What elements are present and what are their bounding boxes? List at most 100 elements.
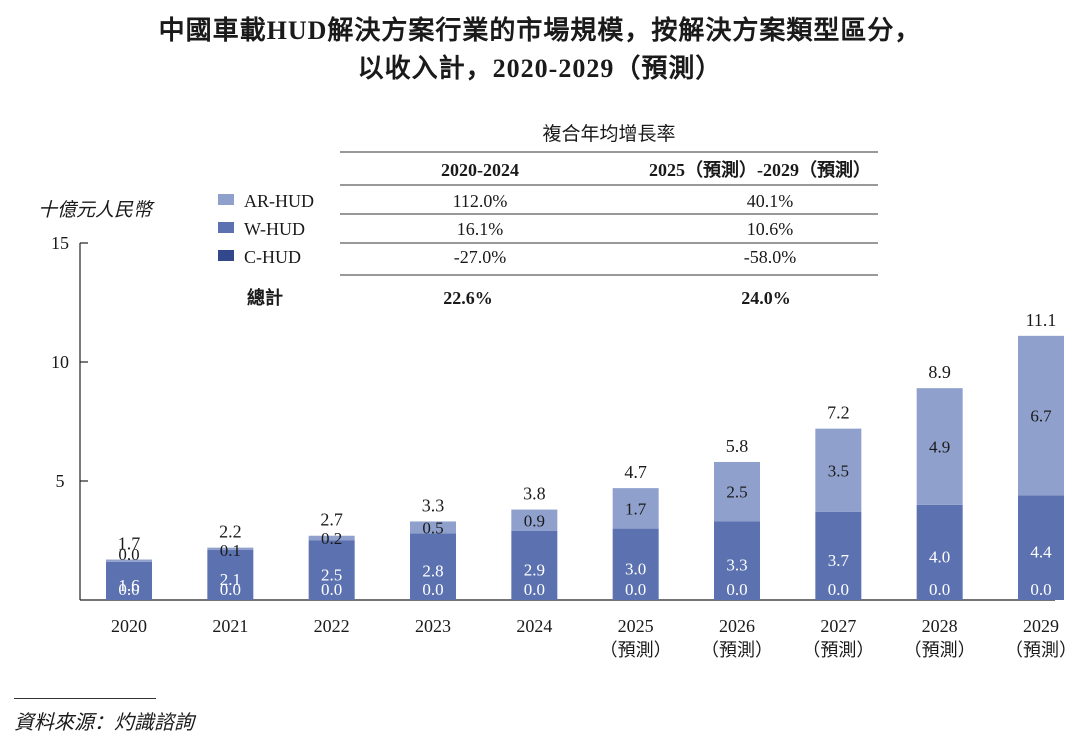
- cagr-total-label: 總計: [247, 287, 283, 308]
- label-ar-hud: 0.5: [422, 518, 443, 537]
- legend-swatch: [218, 250, 234, 261]
- label-ar-hud: 0.9: [524, 511, 545, 530]
- x-tick-label: 2022: [314, 616, 350, 636]
- x-tick-sublabel: （預測）: [802, 640, 874, 660]
- bar-ar-hud: [207, 547, 254, 551]
- label-w-hud: 3.7: [828, 551, 850, 570]
- label-c-hud: 0.0: [524, 580, 545, 599]
- label-w-hud: 3.0: [625, 559, 646, 578]
- cagr-value-2020-2024: -27.0%: [454, 247, 507, 267]
- label-ar-hud: 2.5: [726, 483, 747, 502]
- cagr-total-2020-2024: 22.6%: [443, 288, 493, 308]
- y-tick-label: 15: [51, 233, 69, 253]
- x-tick-label: 2021: [212, 616, 248, 636]
- label-ar-hud: 3.5: [828, 461, 849, 480]
- label-w-hud: 2.1: [220, 570, 241, 589]
- label-c-hud: 0.0: [1030, 580, 1051, 599]
- bar-ar-hud: [1018, 335, 1064, 496]
- bar-ar-hud: [714, 461, 760, 522]
- label-total: 1.7: [118, 534, 141, 554]
- bar-w-hud: [106, 561, 152, 600]
- bar-ar-hud: [308, 535, 355, 541]
- label-total: 2.2: [219, 522, 242, 542]
- label-total: 8.9: [928, 362, 951, 382]
- y-axis-label: 十億元人民幣: [38, 200, 155, 221]
- x-tick-sublabel: （預測）: [904, 640, 976, 660]
- y-tick-label: 10: [51, 352, 69, 372]
- label-w-hud: 2.8: [422, 562, 443, 581]
- label-ar-hud: 6.7: [1030, 407, 1052, 426]
- label-ar-hud: 0.0: [118, 545, 139, 564]
- label-c-hud: 0.0: [321, 580, 342, 599]
- x-tick-label: 2024: [516, 616, 552, 636]
- bar-w-hud: [1018, 495, 1064, 600]
- cagr-value-2020-2024: 16.1%: [457, 219, 504, 239]
- label-w-hud: 4.4: [1030, 543, 1052, 562]
- label-c-hud: 0.0: [422, 580, 443, 599]
- label-ar-hud: 0.2: [321, 529, 342, 548]
- label-c-hud: 0.0: [118, 580, 139, 599]
- label-total: 3.3: [422, 495, 445, 515]
- cagr-total-2025-2029: 24.0%: [741, 288, 791, 308]
- x-tick-label: 2028: [922, 616, 958, 636]
- label-ar-hud: 0.1: [220, 541, 241, 560]
- legend-swatch: [218, 194, 234, 205]
- label-c-hud: 0.0: [625, 580, 646, 599]
- x-tick-label: 2026: [719, 616, 755, 636]
- x-tick-label: 2020: [111, 616, 147, 636]
- bar-w-hud: [815, 511, 862, 600]
- bar-w-hud: [916, 504, 963, 600]
- y-tick-label: 5: [56, 471, 65, 491]
- label-w-hud: 2.5: [321, 565, 342, 584]
- legend-swatch: [218, 222, 234, 233]
- bar-w-hud: [612, 528, 659, 600]
- source-divider: [14, 698, 156, 699]
- x-tick-label: 2025: [618, 616, 654, 636]
- x-tick-sublabel: （預測）: [701, 640, 773, 660]
- chart-title-line1: 中國車載HUD解決方案行業的市場規模，按解決方案類型區分，: [158, 16, 922, 45]
- label-total: 3.8: [523, 484, 546, 504]
- bar-w-hud: [714, 521, 760, 600]
- source-note: 資料來源：灼識諮詢: [14, 712, 194, 734]
- chart-title-line2: 以收入計，2020-2029（預測）: [357, 54, 723, 83]
- label-w-hud: 1.6: [118, 576, 139, 595]
- bar-ar-hud: [410, 521, 456, 534]
- cagr-value-2025-2029: -58.0%: [744, 247, 797, 267]
- label-total: 2.7: [320, 510, 343, 530]
- cagr-value-2020-2024: 112.0%: [453, 191, 508, 211]
- bar-ar-hud: [612, 488, 659, 529]
- label-total: 7.2: [827, 403, 850, 423]
- label-c-hud: 0.0: [726, 580, 747, 599]
- cagr-value-2025-2029: 40.1%: [747, 191, 794, 211]
- cagr-col1-header: 2020-2024: [441, 160, 519, 180]
- legend-label: C-HUD: [244, 247, 301, 267]
- cagr-col2-header: 2025（預測）-2029（預測）: [649, 159, 871, 180]
- label-total: 11.1: [1026, 310, 1057, 330]
- legend-label: AR-HUD: [244, 191, 314, 211]
- x-tick-sublabel: （預測）: [1005, 640, 1077, 660]
- label-c-hud: 0.0: [828, 580, 849, 599]
- bar-ar-hud: [511, 509, 558, 531]
- bar-w-hud: [511, 530, 558, 600]
- bar-ar-hud: [106, 559, 152, 562]
- cagr-header: 複合年均增長率: [542, 123, 675, 145]
- label-ar-hud: 4.9: [929, 437, 950, 456]
- bar-w-hud: [308, 540, 355, 600]
- legend-label: W-HUD: [244, 219, 305, 239]
- x-tick-label: 2023: [415, 616, 451, 636]
- label-c-hud: 0.0: [929, 580, 950, 599]
- x-tick-label: 2029: [1023, 616, 1059, 636]
- x-tick-label: 2027: [820, 616, 856, 636]
- label-c-hud: 0.0: [220, 580, 241, 599]
- label-total: 4.7: [624, 462, 647, 482]
- bar-w-hud: [207, 550, 254, 600]
- label-w-hud: 4.0: [929, 547, 950, 566]
- x-tick-sublabel: （預測）: [600, 640, 672, 660]
- label-ar-hud: 1.7: [625, 499, 647, 518]
- bar-ar-hud: [916, 388, 963, 505]
- cagr-value-2025-2029: 10.6%: [747, 219, 794, 239]
- bar-ar-hud: [815, 428, 862, 512]
- bar-w-hud: [410, 533, 456, 600]
- label-w-hud: 2.9: [524, 560, 545, 579]
